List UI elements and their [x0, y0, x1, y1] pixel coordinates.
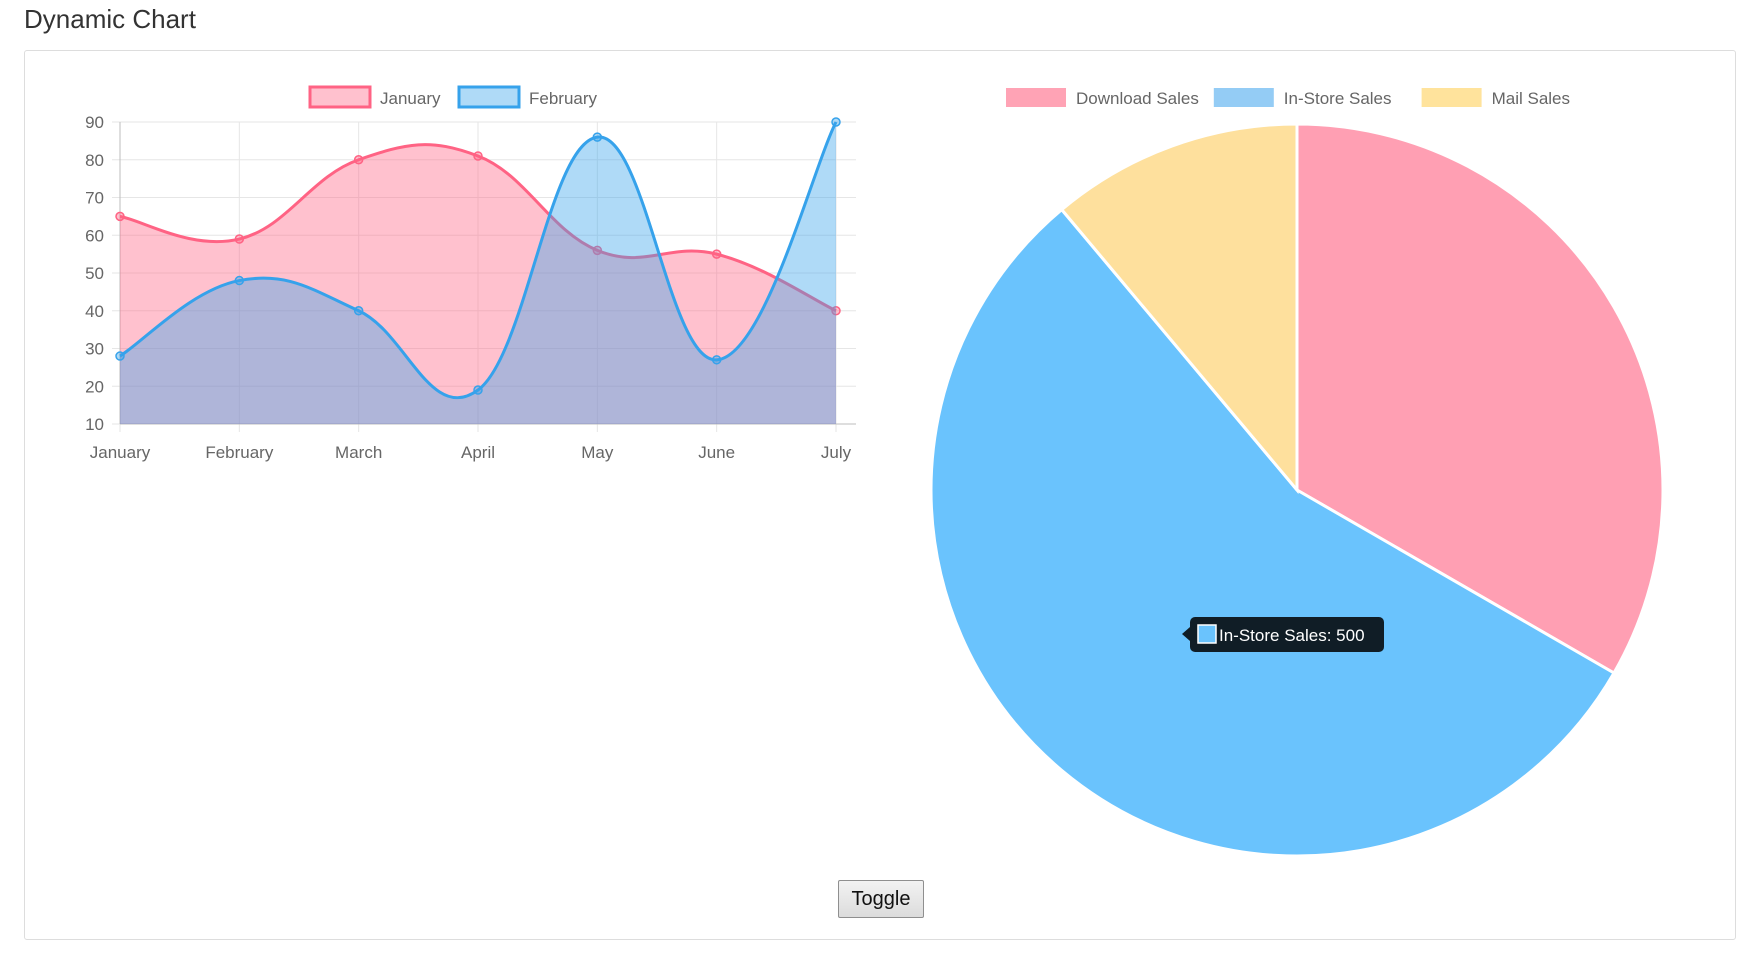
x-tick-label: February — [205, 443, 274, 462]
y-tick-label: 30 — [85, 340, 104, 359]
tooltip-box — [1190, 617, 1384, 652]
legend-label: Download Sales — [1076, 89, 1199, 108]
legend-item-download-sales[interactable]: Download Sales — [1006, 88, 1199, 108]
y-tick-label: 20 — [85, 377, 104, 396]
y-tick-label: 40 — [85, 302, 104, 321]
series-line — [119, 121, 838, 400]
pie-slices — [929, 122, 1665, 858]
legend-label: Mail Sales — [1492, 89, 1570, 108]
pie-slice-mail-sales[interactable] — [1059, 122, 1299, 495]
legend-swatch — [1006, 88, 1066, 107]
data-point[interactable] — [711, 249, 722, 259]
legend-label: February — [529, 89, 598, 108]
series-february — [115, 117, 841, 424]
data-point[interactable] — [592, 132, 603, 142]
grid-lines — [112, 121, 856, 432]
y-tick-label: 60 — [85, 226, 104, 245]
x-tick-label: April — [461, 443, 495, 462]
area-fill — [120, 122, 836, 424]
data-point[interactable] — [353, 155, 364, 165]
toggle-button[interactable]: Toggle — [838, 880, 924, 918]
line-chart: 10 20 30 40 50 60 70 80 90 January February March Ap… — [85, 85, 856, 462]
pie-legend: Download Sales In-Store Sales Mail Sales — [1006, 88, 1570, 108]
data-point[interactable] — [234, 234, 245, 244]
line-legend: January February — [308, 85, 598, 109]
x-tick-label: July — [821, 443, 852, 462]
pie-chart: Download Sales In-Store Sales Mail Sales In… — [929, 88, 1665, 858]
legend-item-february[interactable]: February — [457, 85, 598, 109]
area-fill — [120, 144, 836, 424]
pie-tooltip: In-Store Sales: 500 — [1182, 617, 1384, 652]
data-point[interactable] — [115, 351, 125, 361]
data-point[interactable] — [592, 245, 603, 256]
data-point[interactable] — [831, 306, 841, 316]
series-line — [119, 143, 837, 313]
pie-slice-in-store-sales[interactable] — [929, 207, 1617, 858]
data-point[interactable] — [473, 385, 483, 395]
legend-swatch — [308, 85, 372, 109]
y-tick-label: 70 — [85, 189, 104, 208]
x-tick-label: June — [698, 443, 735, 462]
y-tick-label: 50 — [85, 264, 104, 283]
legend-swatch — [1213, 88, 1274, 107]
page-title: Dynamic Chart — [24, 4, 196, 34]
legend-label: In-Store Sales — [1284, 89, 1392, 108]
legend-swatch — [457, 85, 521, 109]
data-point[interactable] — [234, 275, 245, 286]
y-tick-label: 90 — [85, 113, 104, 132]
data-point[interactable] — [115, 211, 125, 222]
legend-label: January — [380, 89, 441, 108]
y-tick-label: 80 — [85, 151, 104, 170]
tooltip-swatch — [1197, 624, 1217, 644]
tooltip-label: In-Store Sales: 500 — [1219, 626, 1365, 645]
series-january — [115, 143, 841, 424]
x-tick-label: January — [90, 443, 151, 462]
data-point[interactable] — [831, 117, 841, 127]
legend-swatch — [1421, 88, 1482, 107]
data-point[interactable] — [353, 306, 364, 316]
legend-item-mail-sales[interactable]: Mail Sales — [1421, 88, 1570, 108]
tooltip-caret — [1182, 627, 1190, 641]
data-point[interactable] — [711, 355, 722, 365]
x-tick-label: May — [581, 443, 614, 462]
x-tick-label: March — [335, 443, 382, 462]
pie-slice-download-sales[interactable] — [1295, 122, 1665, 676]
legend-item-january[interactable]: January — [308, 85, 441, 109]
data-point[interactable] — [473, 151, 483, 161]
y-tick-label: 10 — [85, 415, 104, 434]
legend-item-in-store-sales[interactable]: In-Store Sales — [1213, 88, 1392, 108]
